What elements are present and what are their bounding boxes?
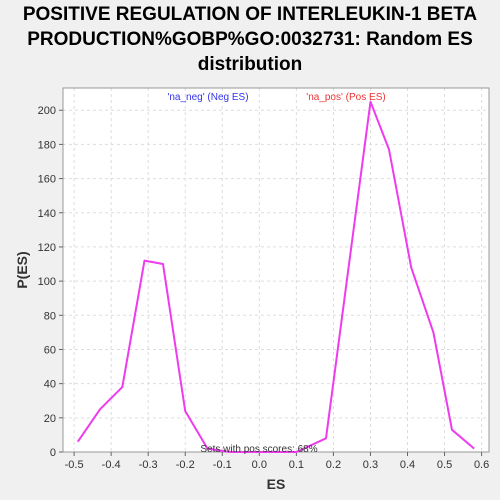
x-tick-label: 0.0 xyxy=(252,459,267,471)
x-tick-label: -0.3 xyxy=(139,459,158,471)
ticks: -0.5 -0.4 -0.3 -0.2 -0.1 0.0 0.1 0.2 0.3 0.4 0.5 0.… xyxy=(38,105,490,471)
x-tick-label: 0.4 xyxy=(400,459,415,471)
chart-title-line-2: PRODUCTION%GOBP%GO:0032731: Random ES xyxy=(27,29,473,50)
x-axis-label: ES xyxy=(267,476,286,492)
x-tick-label: -0.2 xyxy=(176,459,195,471)
y-tick-label: 180 xyxy=(38,139,56,151)
y-tick-label: 60 xyxy=(44,344,56,356)
y-tick-label: 120 xyxy=(38,242,56,254)
y-tick-label: 20 xyxy=(44,413,56,425)
x-tick-label: 0.2 xyxy=(326,459,341,471)
y-tick-label: 200 xyxy=(38,105,56,117)
pos-es-label: 'na_pos' (Pos ES) xyxy=(306,92,385,103)
series-line xyxy=(76,100,475,453)
y-tick-label: 40 xyxy=(44,379,56,391)
chart-title-line-1: POSITIVE REGULATION OF INTERLEUKIN-1 BET… xyxy=(22,4,478,25)
x-tick-label: 0.3 xyxy=(363,459,378,471)
y-tick-label: 100 xyxy=(38,276,56,288)
chart-title-line-3: distribution xyxy=(197,54,303,75)
neg-es-label: 'na_neg' (Neg ES) xyxy=(167,92,248,103)
x-tick-label: -0.5 xyxy=(65,459,84,471)
chart-title: POSITIVE REGULATION OF INTERLEUKIN-1 BET… xyxy=(0,2,500,77)
pos-scores-text: Sets with pos scores: 68% xyxy=(200,444,317,455)
y-tick-label: 80 xyxy=(44,310,56,322)
series-group xyxy=(76,100,475,453)
x-tick-label: -0.4 xyxy=(102,459,121,471)
y-axis-label: P(ES) xyxy=(14,251,30,288)
y-tick-label: 140 xyxy=(38,208,56,220)
y-tick-label: 0 xyxy=(50,447,56,459)
x-tick-label: 0.6 xyxy=(474,459,489,471)
x-tick-label: -0.1 xyxy=(213,459,232,471)
plot-area xyxy=(63,88,489,452)
x-tick-label: 0.5 xyxy=(437,459,452,471)
y-tick-label: 160 xyxy=(38,174,56,186)
x-tick-label: 0.1 xyxy=(289,459,304,471)
